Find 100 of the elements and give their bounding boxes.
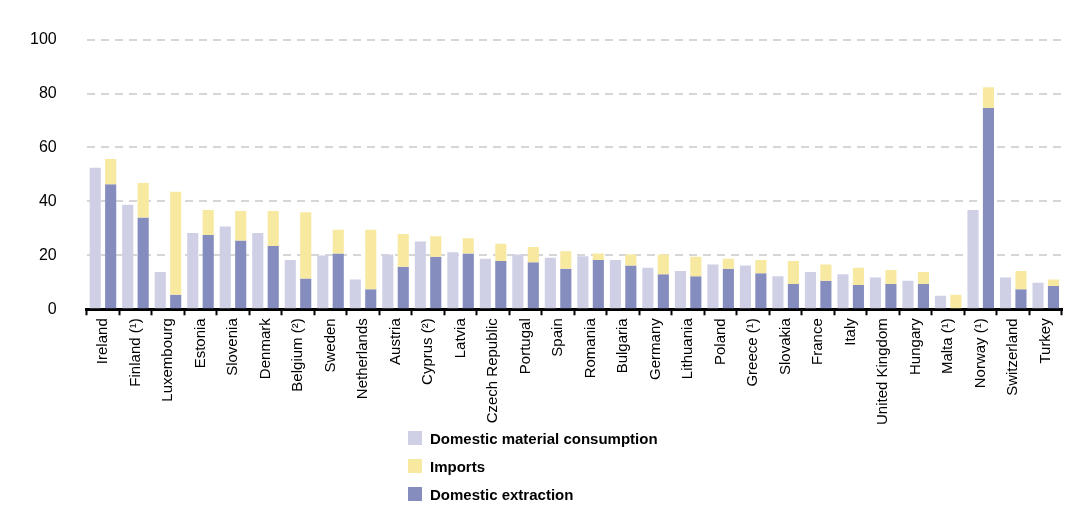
bar — [122, 204, 134, 309]
bar — [592, 253, 604, 260]
legend-label: Imports — [430, 457, 486, 475]
x-tick-label: Bulgaria — [613, 317, 631, 374]
bar — [1032, 282, 1044, 309]
bar — [820, 280, 832, 309]
bar — [707, 264, 719, 309]
bar — [642, 267, 654, 309]
y-tick-label: 100 — [29, 30, 57, 48]
bar — [544, 257, 556, 309]
bar — [804, 272, 817, 309]
bar — [982, 108, 995, 309]
bar — [349, 279, 361, 309]
bar — [512, 254, 524, 309]
bar — [917, 283, 929, 309]
x-tick-label: Poland — [710, 318, 728, 365]
bar — [495, 261, 507, 309]
bar — [999, 277, 1012, 309]
bar — [397, 266, 409, 309]
bar — [934, 295, 947, 309]
bar — [170, 191, 182, 295]
bar — [787, 261, 799, 284]
legend-label: Domestic extraction — [430, 485, 574, 503]
bar — [560, 251, 572, 269]
legend-label: Domestic material consumption — [430, 429, 658, 447]
x-tick-label: United Kingdom — [873, 318, 891, 426]
bar — [722, 268, 734, 309]
x-tick-label: Austria — [385, 317, 403, 365]
bar — [397, 234, 409, 267]
bar — [657, 274, 669, 309]
bar — [414, 241, 426, 309]
x-tick-label: Slovenia — [223, 317, 241, 376]
x-tick-label: Finland (¹) — [125, 318, 143, 387]
bar — [772, 276, 784, 309]
x-tick-label: Malta (¹) — [938, 318, 956, 375]
bar — [447, 252, 459, 309]
y-tick-label: 40 — [38, 191, 57, 209]
y-tick-label: 80 — [38, 83, 57, 101]
x-tick-label: Slovakia — [775, 317, 793, 375]
bar — [625, 265, 637, 309]
bar — [105, 184, 117, 309]
bar — [137, 183, 149, 218]
bar — [235, 240, 247, 309]
bar — [1015, 289, 1027, 309]
bar — [332, 229, 344, 254]
x-tick-label: Portugal — [515, 318, 533, 375]
bar — [787, 283, 799, 309]
bar — [527, 246, 539, 263]
bar — [267, 245, 279, 309]
bar — [365, 229, 377, 290]
bar — [154, 272, 166, 309]
bar — [317, 255, 329, 309]
bar — [739, 265, 751, 309]
bar — [495, 243, 507, 261]
bar — [235, 211, 247, 241]
x-tick-label: Lithuania — [678, 317, 696, 380]
x-tick-label: Czech Republic — [483, 317, 501, 424]
bar — [267, 211, 279, 246]
y-tick-label: 0 — [47, 299, 57, 317]
bar — [852, 267, 864, 285]
bar — [382, 254, 394, 309]
x-tick-label: France — [808, 318, 826, 365]
x-tick-label: Spain — [548, 318, 566, 357]
bar — [690, 276, 702, 309]
bar — [300, 212, 312, 279]
bar — [527, 262, 539, 309]
bar — [137, 217, 149, 309]
x-tick-label: Sweden — [320, 318, 338, 373]
bar — [300, 278, 312, 309]
x-tick-label: Norway (¹) — [970, 318, 988, 389]
bar — [89, 167, 101, 309]
bar — [430, 236, 442, 257]
bar — [674, 270, 686, 309]
bar — [837, 274, 849, 309]
x-tick-label: Ireland — [93, 318, 111, 365]
bar — [885, 269, 897, 284]
bar — [577, 256, 589, 309]
bar — [219, 226, 231, 309]
bar — [332, 253, 344, 309]
x-tick-label: Cyprus (²) — [418, 318, 436, 385]
x-tick-label: Belgium (²) — [288, 318, 306, 392]
x-tick-label: Luxembourg — [158, 318, 176, 402]
bar — [755, 273, 767, 309]
bar — [1047, 279, 1060, 287]
bar — [105, 159, 117, 185]
x-tick-label: Italy — [840, 317, 858, 346]
x-tick-label: Netherlands — [353, 318, 371, 400]
y-tick-label: 20 — [38, 245, 57, 263]
y-tick-label: 60 — [38, 137, 57, 155]
x-tick-label: Denmark — [255, 317, 273, 380]
x-tick-label: Estonia — [190, 317, 208, 369]
x-tick-label: Romania — [580, 317, 598, 379]
bar — [917, 272, 929, 284]
bar — [462, 238, 474, 254]
x-tick-label: Turkey — [1035, 317, 1053, 364]
bar — [560, 268, 572, 309]
x-tick-label: Hungary — [905, 317, 923, 375]
bar — [1015, 270, 1027, 290]
bar — [852, 285, 864, 309]
bar — [869, 277, 882, 309]
